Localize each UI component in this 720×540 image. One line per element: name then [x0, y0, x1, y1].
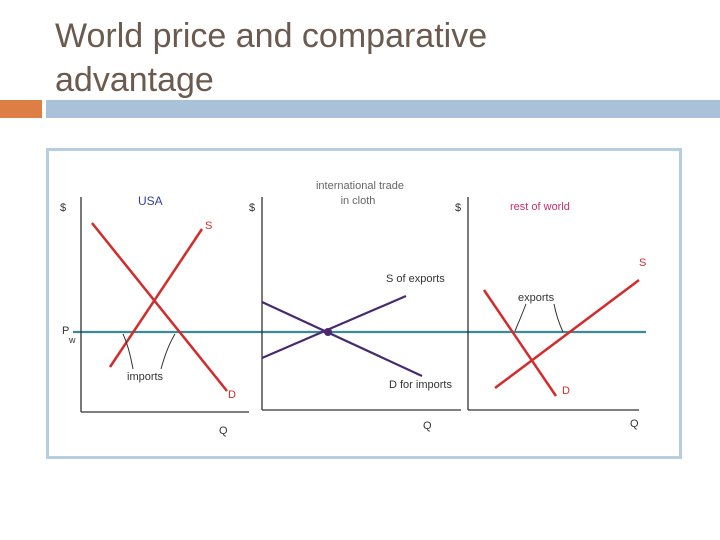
usa-y-axis-label: $ — [60, 202, 66, 214]
usa-title: USA — [138, 194, 163, 208]
figure-frame: $ USA S D P w imports Q $ international … — [46, 148, 682, 459]
usa-supply-curve — [108, 228, 204, 368]
slide-title-line-2: advantage — [55, 61, 214, 99]
trade-supply-of-exports-curve — [261, 294, 407, 360]
trade-title-line-2: in cloth — [341, 195, 376, 207]
trade-panel: $ international trade in cloth S of expo… — [249, 180, 461, 432]
world-price-subscript: w — [68, 335, 76, 345]
usa-x-axis-label: Q — [219, 425, 228, 437]
trade-equilibrium-point — [324, 328, 332, 336]
rest-y-axis-label: $ — [455, 202, 461, 214]
usa-demand-curve — [91, 222, 228, 392]
trade-demand-for-imports-curve — [261, 301, 423, 377]
usa-imports-pointer-right — [160, 333, 176, 370]
usa-panel: $ USA S D P w imports Q — [60, 194, 249, 437]
trade-title-line-1: international trade — [316, 180, 404, 192]
trade-demand-label: D for imports — [389, 379, 452, 391]
rest-exports-pointer-left — [514, 303, 527, 332]
usa-supply-label: S — [205, 220, 212, 232]
rest-x-axis-label: Q — [630, 418, 639, 430]
usa-imports-pointer-left — [122, 333, 134, 370]
world-price-label: P — [62, 325, 69, 337]
rest-demand-curve — [482, 289, 558, 397]
usa-imports-label: imports — [127, 371, 164, 383]
rest-title: rest of world — [510, 201, 570, 213]
rest-exports-label: exports — [518, 292, 555, 304]
trade-y-axis-label: $ — [249, 202, 255, 214]
accent-bar-orange — [0, 100, 42, 118]
slide-title: World price and comparative advantage — [55, 14, 695, 102]
rest-demand-label: D — [562, 385, 570, 397]
rest-exports-pointer-right — [553, 303, 564, 333]
rest-supply-label: S — [639, 257, 646, 269]
rest-panel: $ rest of world S exports D Q — [455, 197, 646, 430]
slide-title-line-1: World price and comparative — [55, 17, 488, 55]
trade-x-axis-label: Q — [423, 420, 432, 432]
rest-supply-curve — [494, 279, 640, 389]
trade-supply-label: S of exports — [386, 273, 445, 285]
usa-demand-label: D — [228, 389, 236, 401]
accent-bar-blue — [46, 100, 720, 118]
trade-diagram: $ USA S D P w imports Q $ international … — [60, 180, 646, 437]
